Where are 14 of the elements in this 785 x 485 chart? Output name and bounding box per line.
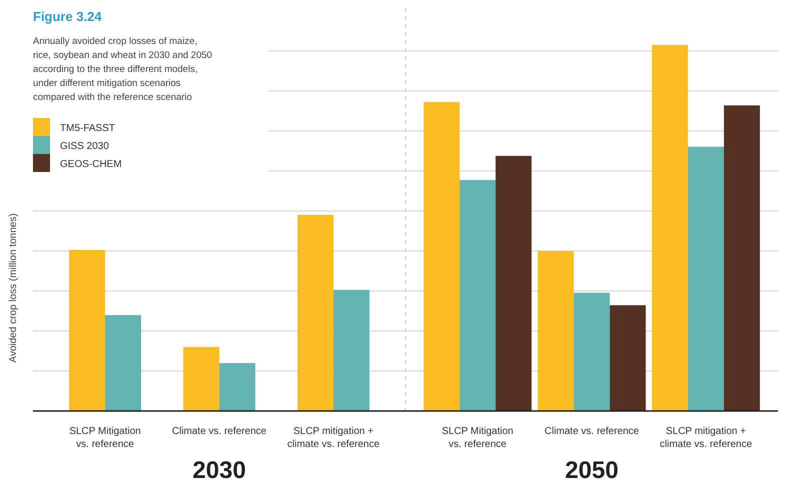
text: 2030: [192, 457, 246, 484]
text: Annually avoided crop losses of maize, rice, soybean and wheat in 2030 and 2050 according to the three different models, under different mitigation scenarios compared with the reference scenario: [33, 36, 212, 103]
y-axis-title: Avoided crop loss (million tonnes): [8, 213, 19, 363]
x-tick-label: Climate vs. reference: [544, 426, 640, 437]
legend-label: TM5-FASST: [60, 123, 116, 134]
legend-label: GISS 2030: [60, 141, 110, 152]
x-tick-label: SLCP mitigation + climate vs. reference: [660, 426, 752, 450]
x-tick-label: SLCP Mitigation vs. reference: [69, 426, 141, 450]
chart-title: Figure 3.24: [33, 9, 102, 24]
legend-label: GEOS-CHEM: [60, 159, 122, 170]
x-tick-label: SLCP mitigation + climate vs. reference: [287, 426, 380, 450]
x-tick-label: Climate vs. reference: [172, 426, 267, 437]
text: 2050: [565, 457, 618, 484]
x-tick-label: SLCP Mitigation vs. reference: [442, 426, 514, 450]
